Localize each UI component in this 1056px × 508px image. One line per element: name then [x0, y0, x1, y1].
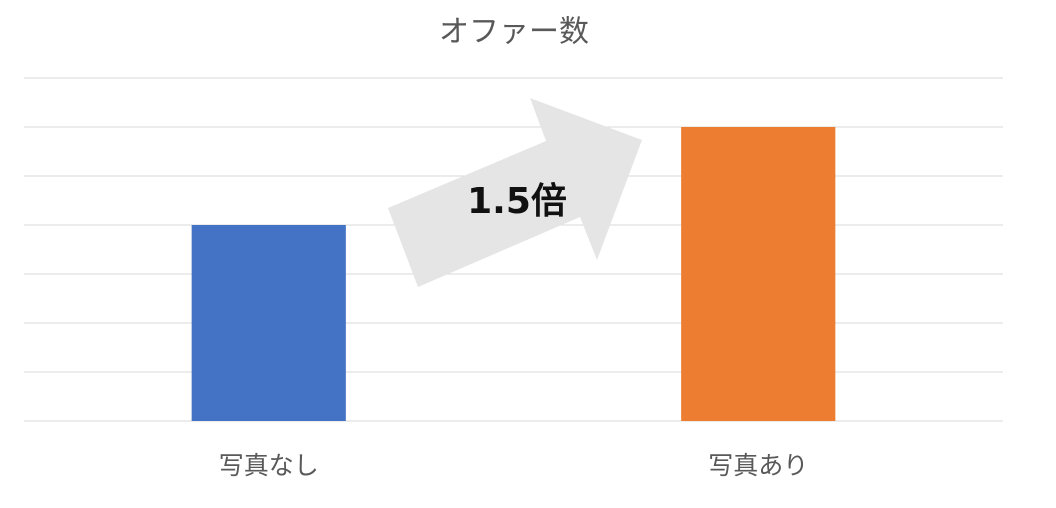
bar	[681, 127, 836, 421]
x-tick-label: 写真あり	[708, 451, 808, 480]
growth-arrow	[388, 98, 642, 287]
grid	[24, 77, 1003, 422]
annotation: 1.5倍	[467, 181, 567, 222]
chart-title: オファー数	[439, 15, 589, 50]
x-tick-label: 写真なし	[219, 451, 319, 480]
bar	[191, 225, 346, 421]
bars	[191, 127, 836, 421]
